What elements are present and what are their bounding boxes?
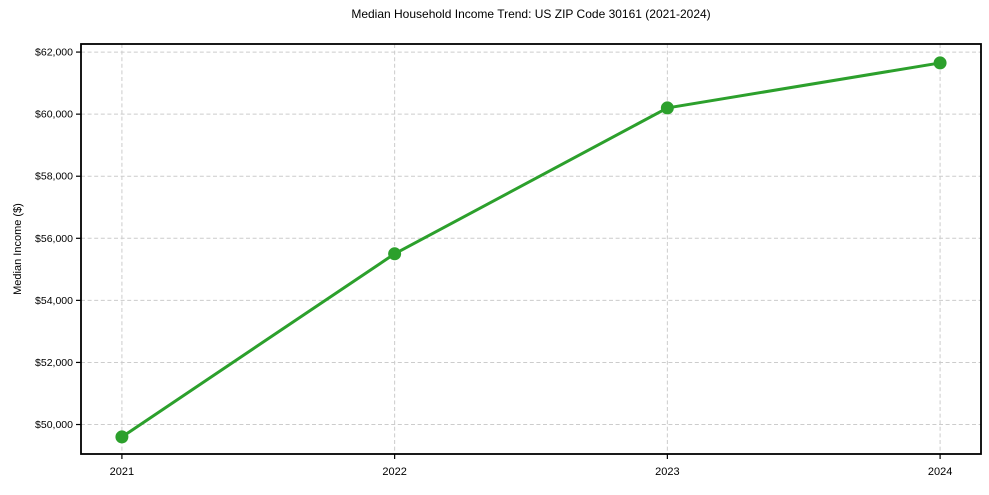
y-tick-label: $58,000 [35,171,73,183]
data-point [933,56,947,70]
x-tick-label: 2024 [928,466,952,478]
data-point [388,247,402,261]
data-point [115,430,129,444]
y-tick-label: $56,000 [35,233,73,245]
trend-line [120,61,942,439]
y-axis-label: Median Income ($) [12,203,24,295]
data-point [660,101,674,115]
y-tick-label: $50,000 [35,419,73,431]
plot-border [80,43,982,455]
x-tick-label: 2023 [655,466,679,478]
chart-title: Median Household Income Trend: US ZIP Co… [351,7,711,21]
y-tick-label: $62,000 [35,47,73,59]
y-tick-label: $60,000 [35,109,73,121]
x-tick-label: 2022 [382,466,406,478]
y-tick-label: $52,000 [35,357,73,369]
x-tick-label: 2021 [110,466,134,478]
y-tick-label: $54,000 [35,295,73,307]
